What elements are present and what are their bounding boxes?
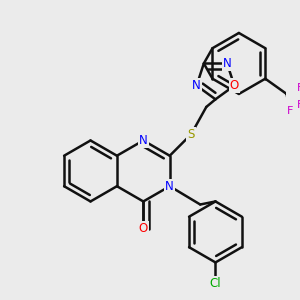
Text: Cl: Cl [210,277,221,290]
Text: N: N [165,180,174,193]
Text: N: N [192,79,201,92]
Text: O: O [139,222,148,236]
Text: N: N [139,134,148,147]
Text: S: S [188,128,195,141]
Text: F: F [286,106,293,116]
Text: N: N [223,57,232,70]
Text: F: F [297,83,300,93]
Text: O: O [230,79,239,92]
Text: F: F [297,100,300,110]
